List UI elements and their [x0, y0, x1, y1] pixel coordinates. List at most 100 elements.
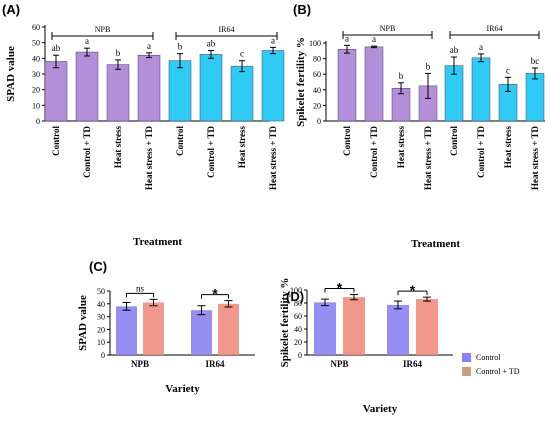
panel-label: (C) — [89, 259, 107, 274]
y-tick-label: 80 — [294, 299, 302, 308]
bar-NPB-2 — [106, 64, 130, 122]
x-tick-label: Control — [175, 126, 185, 156]
bar-NPB-0 — [44, 61, 68, 122]
y-tick-label: 20 — [294, 338, 302, 347]
bar-IR64-0 — [168, 60, 192, 122]
y-tick-label: 20 — [313, 101, 321, 110]
y-tick-label: 30 — [32, 70, 40, 79]
x-tick-label: Control + TD — [369, 126, 379, 178]
x-tick-label: Heat stress — [113, 126, 123, 169]
significance-letter: ab — [450, 45, 459, 55]
group-label: IR64 — [487, 24, 503, 33]
bar-IR64-1 — [471, 57, 491, 122]
significance-letter: ab — [52, 43, 61, 53]
significance-mark: ns — [136, 283, 145, 293]
y-tick-label: 0 — [101, 351, 105, 360]
significance-letter: c — [240, 49, 244, 59]
significance-letter: b — [399, 71, 404, 81]
y-tick-label: 80 — [313, 55, 321, 64]
legend-swatch-0 — [462, 353, 471, 362]
bar-NPB-Control — [314, 302, 336, 355]
bar-IR64-Control — [191, 310, 212, 355]
x-axis-title: Treatment — [411, 238, 460, 250]
x-tick-label: Heat stress + TD — [423, 126, 433, 191]
y-tick-label: 10 — [32, 101, 40, 110]
y-tick-label: 30 — [97, 313, 105, 322]
x-tick-label: Heat stress + TD — [144, 126, 154, 191]
y-tick-label: 20 — [32, 86, 40, 95]
significance-mark: * — [410, 282, 416, 298]
bar-IR64-2 — [230, 65, 254, 122]
bar-IR64-Control + TD — [416, 299, 438, 355]
y-tick-label: 50 — [32, 39, 40, 48]
bar-IR64-1 — [199, 54, 223, 122]
y-axis-title: SPAD value — [5, 46, 17, 102]
y-tick-label: 60 — [294, 312, 302, 321]
x-axis-title: Variety — [165, 383, 200, 395]
legend-label: Control + TD — [476, 367, 520, 376]
significance-letter: a — [85, 36, 89, 46]
bar-NPB-1 — [75, 51, 99, 122]
x-tick-label: IR64 — [403, 359, 423, 369]
y-tick-label: 40 — [32, 54, 40, 63]
y-tick-label: 20 — [97, 325, 105, 334]
legend-swatch-1 — [462, 367, 471, 376]
y-tick-label: 60 — [32, 23, 40, 32]
significance-letter: b — [178, 42, 183, 52]
x-tick-label: NPB — [131, 359, 149, 369]
bar-IR64-Control + TD — [218, 303, 239, 355]
significance-letter: a — [271, 35, 275, 45]
significance-mark: * — [212, 286, 218, 302]
group-label: NPB — [380, 24, 396, 33]
x-tick-label: Control + TD — [206, 126, 216, 178]
bar-NPB-0 — [337, 48, 357, 122]
y-tick-label: 100 — [309, 39, 321, 48]
group-label: NPB — [95, 25, 111, 34]
x-axis-title: Variety — [363, 403, 398, 415]
x-tick-label: Heat stress + TD — [530, 126, 540, 191]
significance-mark: * — [337, 280, 343, 296]
x-tick-label: Heat stress — [237, 126, 247, 169]
panel-label: (D) — [286, 289, 304, 304]
bar-NPB-Control — [116, 306, 137, 355]
x-tick-label: Control + TD — [82, 126, 92, 178]
y-tick-label: 0 — [36, 117, 40, 126]
y-axis-title: Spikelet fertility % — [295, 37, 307, 127]
bar-NPB-3 — [137, 54, 161, 122]
x-tick-label: NPB — [331, 359, 349, 369]
bar-NPB-Control + TD — [343, 297, 365, 355]
bar-NPB-1 — [364, 46, 384, 122]
x-tick-label: Control + TD — [476, 126, 486, 178]
x-tick-label: Control — [449, 126, 459, 156]
significance-letter: bc — [531, 56, 540, 66]
significance-letter: c — [506, 65, 510, 75]
x-tick-label: Heat stress — [503, 126, 513, 169]
x-tick-label: Heat stress — [396, 126, 406, 169]
x-tick-label: Heat stress + TD — [268, 126, 278, 191]
y-axis-title: SPAD value — [77, 295, 89, 351]
x-tick-label: Control — [342, 126, 352, 156]
significance-letter: a — [372, 34, 376, 44]
y-axis-title: Spikelet fertility % — [279, 278, 291, 368]
y-tick-label: 0 — [317, 117, 321, 126]
x-axis-title: Treatment — [133, 236, 182, 248]
significance-letter: b — [426, 61, 431, 71]
y-tick-label: 40 — [313, 86, 321, 95]
y-tick-label: 60 — [313, 70, 321, 79]
bar-IR64-Control — [387, 304, 409, 355]
y-tick-label: 0 — [298, 351, 302, 360]
significance-letter: a — [345, 33, 349, 43]
significance-letter: a — [479, 42, 483, 52]
y-tick-label: 10 — [97, 338, 105, 347]
x-tick-label: IR64 — [205, 359, 225, 369]
bar-IR64-3 — [525, 73, 545, 122]
y-tick-label: 50 — [97, 287, 105, 296]
bar-IR64-3 — [261, 50, 285, 122]
significance-letter: a — [147, 41, 151, 51]
y-tick-label: 40 — [97, 300, 105, 309]
legend-label: Control — [476, 353, 501, 362]
bar-NPB-Control + TD — [143, 302, 164, 355]
y-tick-label: 100 — [290, 286, 302, 295]
significance-letter: b — [116, 48, 121, 58]
